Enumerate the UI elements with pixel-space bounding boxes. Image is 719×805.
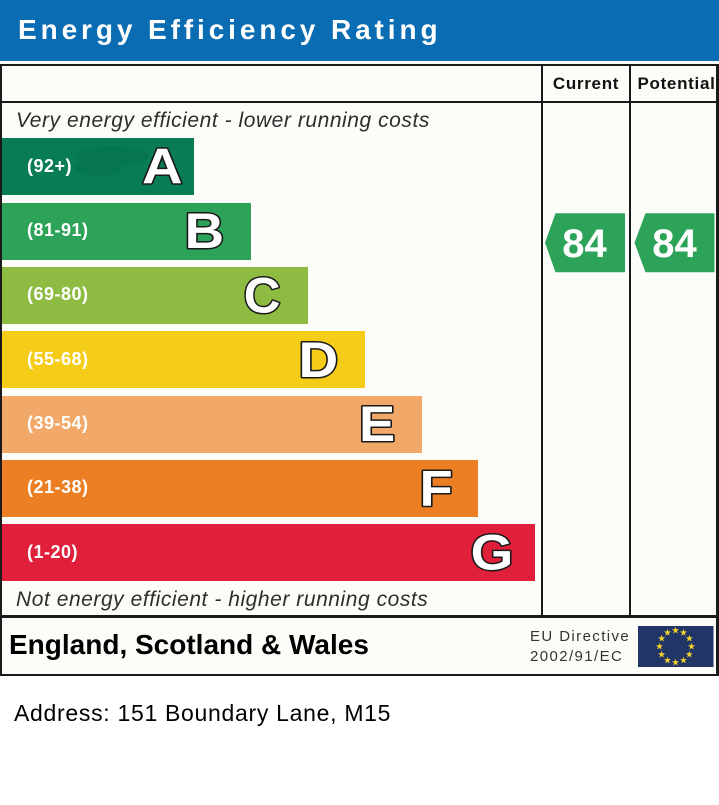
svg-text:A: A <box>142 138 183 194</box>
svg-text:B: B <box>185 203 225 259</box>
svg-text:D: D <box>299 332 339 388</box>
svg-text:G: G <box>471 525 514 581</box>
svg-text:84: 84 <box>652 222 697 266</box>
svg-text:C: C <box>244 268 281 324</box>
svg-text:E: E <box>359 396 395 452</box>
svg-text:84: 84 <box>562 222 607 266</box>
svg-text:F: F <box>420 460 453 516</box>
